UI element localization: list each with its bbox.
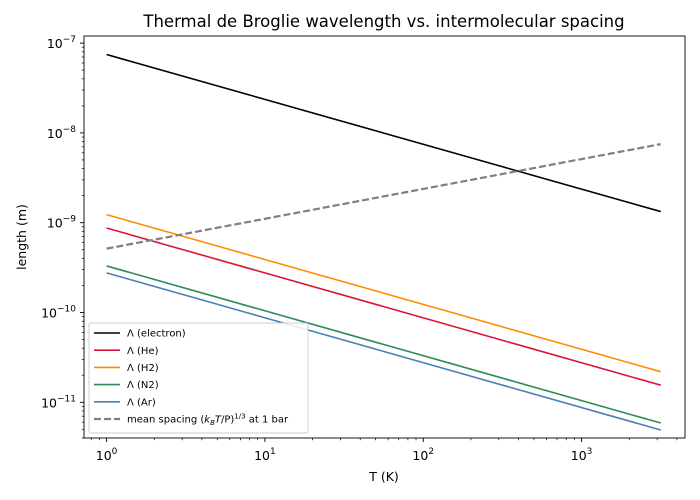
legend: Λ (electron) Λ (He) Λ (H2) Λ (N2) Λ (Ar) mean…: [88, 322, 309, 434]
series-line-1: [106, 227, 661, 386]
series-line-0: [106, 53, 661, 213]
legend-box: [88, 322, 309, 434]
legend-label-0: Λ (electron): [127, 329, 186, 340]
series-line-2: [106, 213, 661, 373]
legend-label-5: mean spacing (kBT/P)1/3 at 1 bar: [127, 413, 289, 428]
chart-title: Thermal de Broglie wavelength vs. interm…: [142, 12, 624, 31]
plot-area: [106, 53, 661, 431]
legend-label-3: Λ (N2): [127, 380, 159, 391]
axes-frame: [83, 35, 686, 439]
series-line-4: [106, 272, 661, 431]
series-line-3: [106, 265, 661, 424]
y-axis-label: length (m): [14, 204, 29, 270]
series-line-5: [106, 143, 661, 250]
legend-label-4: Λ (Ar): [127, 397, 156, 408]
legend-label-2: Λ (H2): [127, 363, 159, 374]
x-axis-label: T (K): [368, 469, 399, 484]
legend-label-1: Λ (He): [127, 346, 159, 357]
